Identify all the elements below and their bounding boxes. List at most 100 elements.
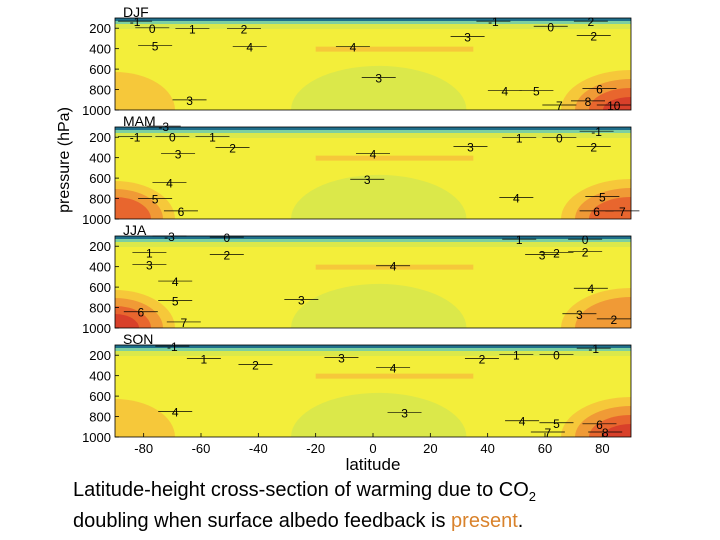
contour-label: 7 <box>180 316 187 330</box>
contour-label: 3 <box>401 407 408 421</box>
contour-label: 4 <box>513 192 520 206</box>
x-tick-label: -80 <box>134 441 153 456</box>
contour-label: 6 <box>137 306 144 320</box>
contour-label: 5 <box>152 40 159 54</box>
contour-label: 2 <box>582 245 589 259</box>
y-tick-label: 1000 <box>82 103 111 118</box>
contour-label: 5 <box>172 294 179 308</box>
y-tick-label: 1000 <box>82 430 111 445</box>
contour-label: 3 <box>364 173 371 187</box>
contour-label: -1 <box>167 340 178 354</box>
contour-label: 5 <box>553 417 560 431</box>
y-tick-label: 200 <box>89 130 111 145</box>
contour-label: -3 <box>164 230 175 244</box>
contour-label: 3 <box>375 71 382 85</box>
y-tick-label: 800 <box>89 192 111 207</box>
contour-label: 2 <box>223 248 230 262</box>
x-tick-label: -40 <box>249 441 268 456</box>
contour-label: 6 <box>596 418 603 432</box>
contour-label: 2 <box>252 359 259 373</box>
y-tick-label: 400 <box>89 260 111 275</box>
x-tick-label: 0 <box>369 441 376 456</box>
contour-label: 6 <box>178 205 185 219</box>
y-tick-label: 200 <box>89 348 111 363</box>
contour-fill <box>115 127 631 219</box>
contour-label: 1 <box>513 348 520 362</box>
contour-label: 3 <box>146 259 153 273</box>
contour-fill <box>115 18 631 110</box>
tropical-dome <box>291 174 467 219</box>
band-mid-warm <box>315 155 474 161</box>
panel-title: DJF <box>123 4 149 20</box>
contour-label: 3 <box>338 351 345 365</box>
band-mid-warm <box>315 373 474 379</box>
contour-label: 0 <box>149 22 156 36</box>
contour-label: 5 <box>533 85 540 99</box>
band-mid-warm <box>315 264 474 270</box>
contour-label: 2 <box>229 142 236 156</box>
contour-label: 2 <box>588 15 595 29</box>
y-tick-label: 800 <box>89 410 111 425</box>
contour-fill <box>115 345 631 437</box>
contour-label: 2 <box>590 141 597 155</box>
contour-label: 1 <box>516 233 523 247</box>
contour-label: 1 <box>146 246 153 260</box>
contour-label: 6 <box>593 205 600 219</box>
contour-label: 0 <box>582 233 589 247</box>
y-tick-label: 800 <box>89 301 111 316</box>
band-mid-warm <box>315 46 474 52</box>
contour-label: 4 <box>519 415 526 429</box>
panel-son: SON 200 400 600 800 1000 -1 1 2 3 4 3 4 2 1 0 -1 4 5 6 7 8 <box>82 331 632 445</box>
y-tick-label: 600 <box>89 389 111 404</box>
antarctic-warming-blob <box>115 314 139 328</box>
contour-fill <box>115 236 631 328</box>
figure-caption: Latitude-height cross-section of warming… <box>73 478 673 534</box>
panel-frame <box>114 235 632 329</box>
caption-co2-subscript: 2 <box>528 489 537 504</box>
contour-label: 0 <box>556 131 563 145</box>
contour-label: 4 <box>172 406 179 420</box>
contour-label: 3 <box>467 141 474 155</box>
tropical-dome <box>291 65 467 110</box>
contour-label: -1 <box>130 130 141 144</box>
contour-label: 6 <box>596 83 603 97</box>
y-tick-label: 600 <box>89 171 111 186</box>
x-tick-label: 20 <box>423 441 437 456</box>
contour-label: -1 <box>488 15 499 29</box>
x-tick-label: -60 <box>192 441 211 456</box>
contour-label: 3 <box>175 148 182 162</box>
contour-label: 4 <box>166 176 173 190</box>
contour-label: -1 <box>591 125 602 139</box>
contour-label: -3 <box>158 120 169 134</box>
y-tick-label: 400 <box>89 151 111 166</box>
contour-label: 5 <box>599 191 606 205</box>
panel-frame <box>114 126 632 220</box>
x-axis-label: latitude <box>346 455 401 470</box>
y-tick-label: 400 <box>89 42 111 57</box>
contour-label: 4 <box>588 282 595 296</box>
contour-label: 0 <box>169 130 176 144</box>
contour-label: 4 <box>172 275 179 289</box>
panel-title: MAM <box>123 113 156 129</box>
tropical-dome <box>291 283 467 328</box>
y-tick-label: 1000 <box>82 212 111 227</box>
panel-title: SON <box>123 331 153 347</box>
contour-label: 8 <box>585 95 592 109</box>
contour-label: 4 <box>390 260 397 274</box>
caption-highlight-present: present <box>451 510 518 532</box>
contour-label: 1 <box>189 22 196 36</box>
contour-label: 10 <box>607 99 621 113</box>
antarctic-warming-blob <box>115 72 175 110</box>
x-tick-label: 40 <box>480 441 494 456</box>
contour-label: 7 <box>556 99 563 113</box>
contour-label: 2 <box>241 22 248 36</box>
x-tick-label: -20 <box>306 441 325 456</box>
arctic-warming-blob <box>589 197 631 219</box>
y-tick-label: 400 <box>89 369 111 384</box>
arctic-warming-blob <box>603 97 631 110</box>
contour-label: 3 <box>298 293 305 307</box>
